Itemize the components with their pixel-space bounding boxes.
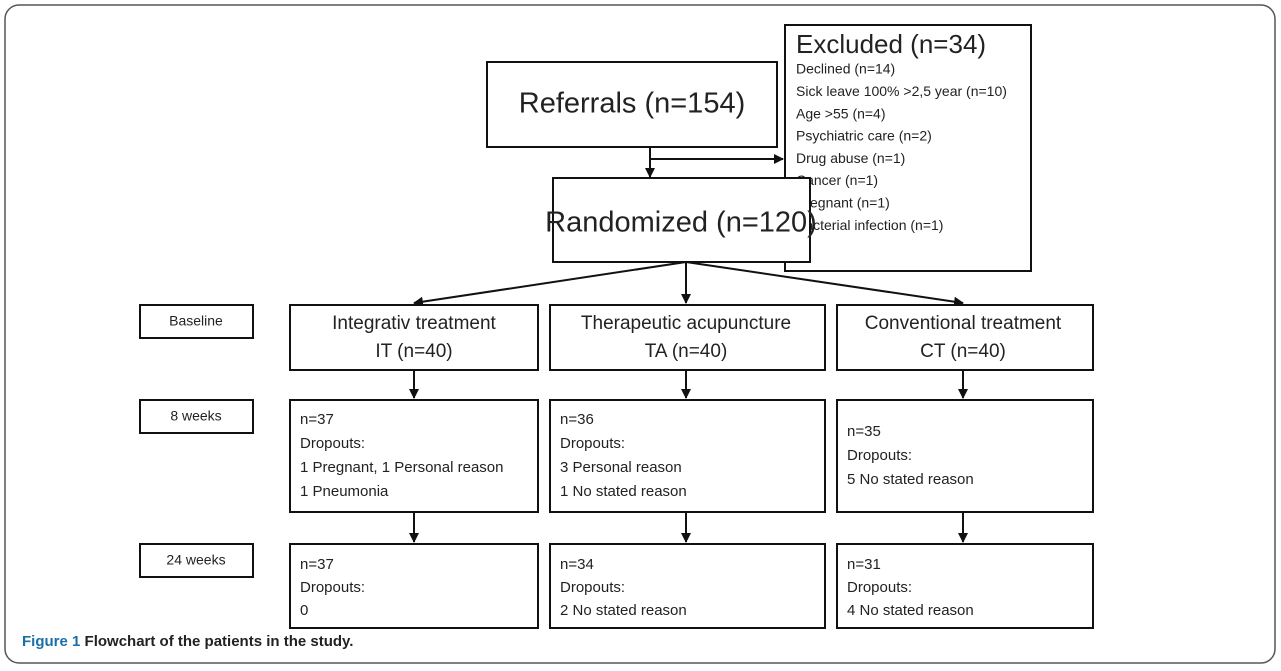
excluded-title: Excluded (n=34) xyxy=(796,29,986,59)
week24-line: 2 No stated reason xyxy=(560,602,687,619)
arm-box xyxy=(289,543,539,629)
referrals-box xyxy=(486,61,778,148)
excluded-reason: Drug abuse (n=1) xyxy=(796,150,905,166)
week8-line: 5 No stated reason xyxy=(847,471,974,488)
arm-box xyxy=(549,399,826,513)
randomized-text: Randomized (n=120) xyxy=(545,207,817,239)
excluded-reason: Bacterial infection (n=1) xyxy=(796,217,943,233)
excluded-box xyxy=(784,24,1032,272)
timepoint-box xyxy=(139,543,254,578)
week8-line: n=37 xyxy=(300,411,334,428)
excluded-reason: Declined (n=14) xyxy=(796,61,895,77)
arrow xyxy=(413,261,687,307)
caption-text: Flowchart of the patients in the study. xyxy=(85,633,354,650)
week8-line: 1 Pregnant, 1 Personal reason xyxy=(300,459,503,476)
timepoint-label: 24 weeks xyxy=(166,552,225,568)
arm-box xyxy=(836,399,1094,513)
week8-line: 1 No stated reason xyxy=(560,483,687,500)
arm-name: Conventional treatment xyxy=(865,313,1062,334)
excluded-reason: Psychiatric care (n=2) xyxy=(796,128,932,144)
randomized-box xyxy=(552,177,811,263)
week24-line: n=34 xyxy=(560,556,594,573)
referrals-text: Referrals (n=154) xyxy=(519,88,745,120)
excluded-reason: Cancer (n=1) xyxy=(796,172,878,188)
arm-label: TA (n=40) xyxy=(645,341,728,362)
week24-line: 4 No stated reason xyxy=(847,602,974,619)
week24-line: Dropouts: xyxy=(847,579,912,596)
week8-line: n=35 xyxy=(847,423,881,440)
arm-box xyxy=(836,304,1094,371)
caption: Figure 1 Flowchart of the patients in th… xyxy=(22,633,353,650)
week8-line: 1 Pneumonia xyxy=(300,483,389,500)
arm-box xyxy=(289,399,539,513)
figure-border xyxy=(4,4,1276,664)
arm-box xyxy=(836,543,1094,629)
excluded-reason: Age >55 (n=4) xyxy=(796,105,886,121)
timepoint-label: Baseline xyxy=(169,313,223,329)
week8-line: 3 Personal reason xyxy=(560,459,682,476)
arm-box xyxy=(549,543,826,629)
caption-label: Figure 1 xyxy=(22,633,80,650)
week24-line: n=37 xyxy=(300,556,334,573)
timepoint-box xyxy=(139,304,254,339)
timepoint-label: 8 weeks xyxy=(170,408,221,424)
week24-line: 0 xyxy=(300,602,308,619)
arm-label: CT (n=40) xyxy=(920,341,1006,362)
timepoint-box xyxy=(139,399,254,434)
arm-name: Integrativ treatment xyxy=(332,313,496,334)
excluded-reason: Pregnant (n=1) xyxy=(796,195,890,211)
week24-line: Dropouts: xyxy=(300,579,365,596)
week24-line: Dropouts: xyxy=(560,579,625,596)
arrow xyxy=(685,261,964,307)
week8-line: n=36 xyxy=(560,411,594,428)
arm-box xyxy=(549,304,826,371)
week8-line: Dropouts: xyxy=(560,435,625,452)
arm-label: IT (n=40) xyxy=(375,341,452,362)
arm-name: Therapeutic acupuncture xyxy=(581,313,791,334)
week8-line: Dropouts: xyxy=(847,447,912,464)
excluded-reason: Sick leave 100% >2,5 year (n=10) xyxy=(796,83,1007,99)
week8-line: Dropouts: xyxy=(300,435,365,452)
week24-line: n=31 xyxy=(847,556,881,573)
